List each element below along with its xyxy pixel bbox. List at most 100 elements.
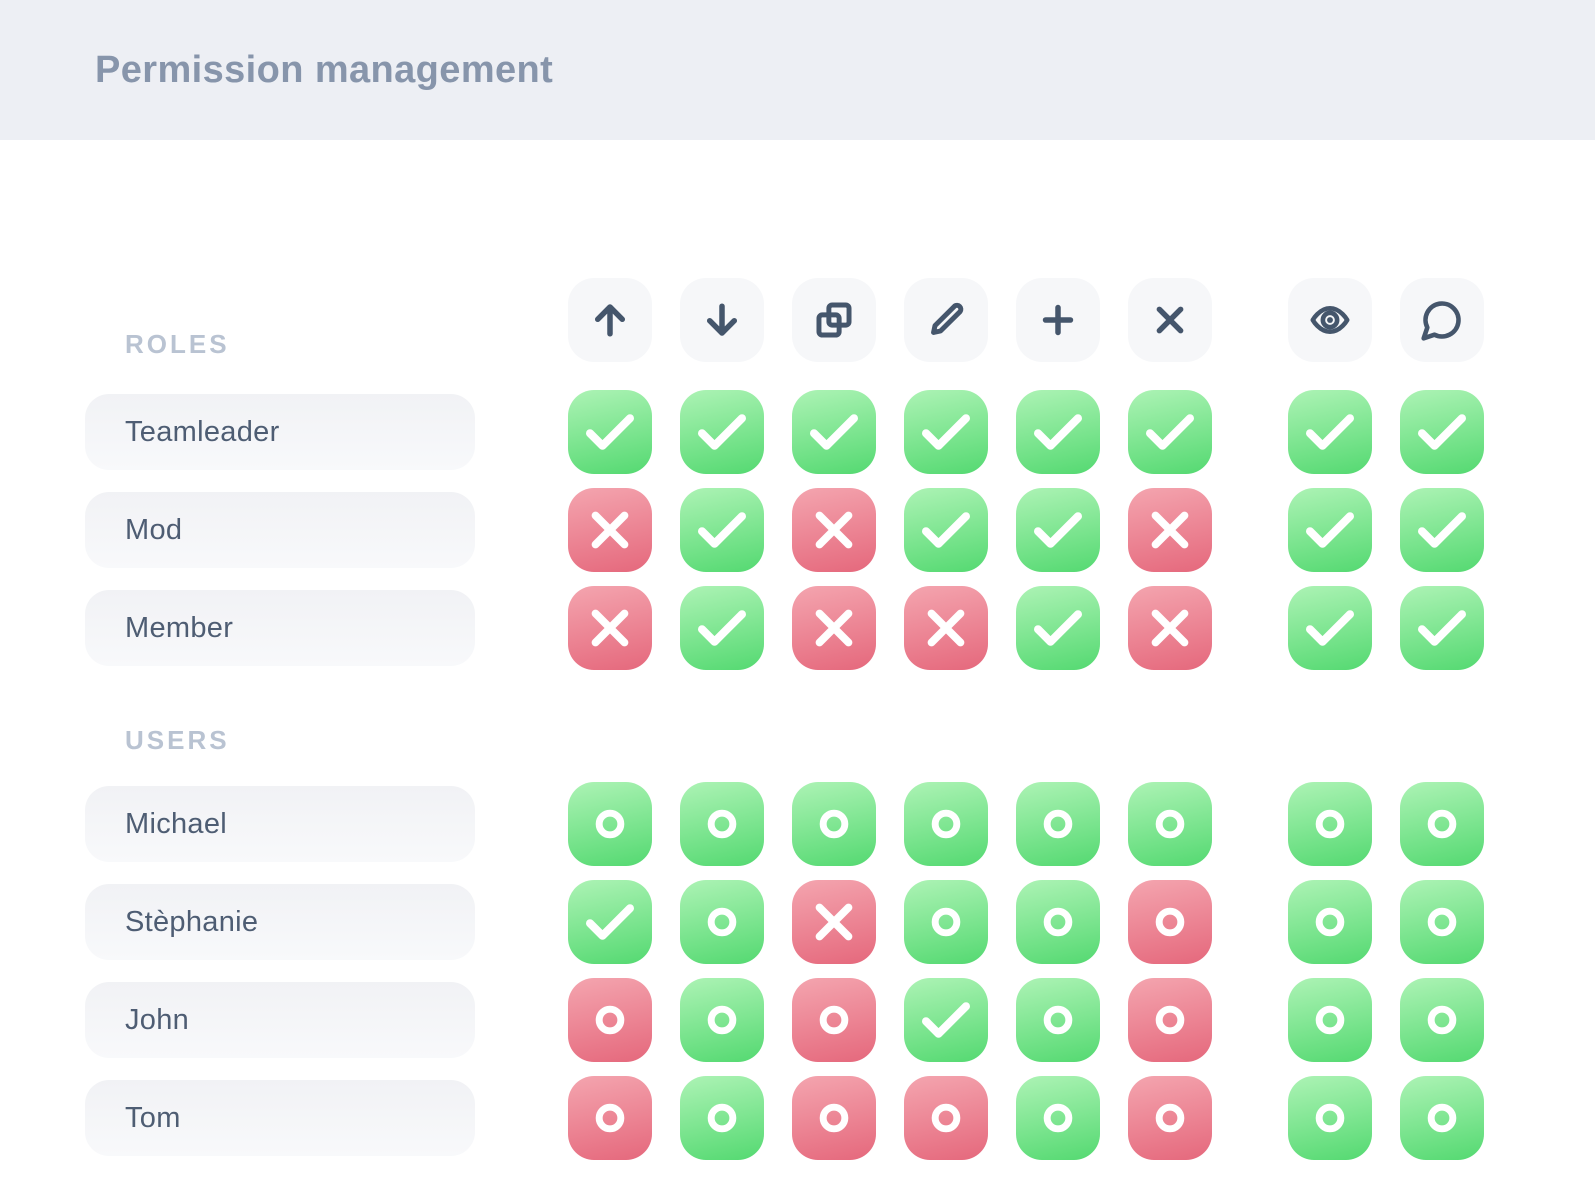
permission-cell[interactable]	[680, 880, 764, 964]
section-label-users: USERS	[125, 724, 230, 755]
permission-cell[interactable]	[1400, 880, 1484, 964]
delete-column-button[interactable]	[1128, 278, 1212, 362]
comment-column-button[interactable]	[1400, 278, 1484, 362]
permission-cell[interactable]	[568, 978, 652, 1062]
permission-cell[interactable]	[568, 586, 652, 670]
permission-cell[interactable]	[792, 390, 876, 474]
permission-cell[interactable]	[568, 390, 652, 474]
permission-cell[interactable]	[1016, 978, 1100, 1062]
circle-icon	[1416, 798, 1468, 850]
permission-cell[interactable]	[1288, 978, 1372, 1062]
permission-cell[interactable]	[568, 488, 652, 572]
duplicate-column-button[interactable]	[792, 278, 876, 362]
circle-icon	[1032, 994, 1084, 1046]
move-up-column-button[interactable]	[568, 278, 652, 362]
permission-cell[interactable]	[904, 586, 988, 670]
permission-cell[interactable]	[904, 1076, 988, 1160]
permission-cell[interactable]	[1016, 586, 1100, 670]
user-name-pill[interactable]: Stèphanie	[85, 884, 475, 960]
circle-icon	[1416, 896, 1468, 948]
permission-cell[interactable]	[1288, 1076, 1372, 1160]
add-column-button[interactable]	[1016, 278, 1100, 362]
permission-cell[interactable]	[1128, 880, 1212, 964]
permission-cell[interactable]	[680, 1076, 764, 1160]
user-name-pill[interactable]: John	[85, 982, 475, 1058]
permission-cell[interactable]	[1288, 488, 1372, 572]
permission-cell[interactable]	[1400, 390, 1484, 474]
role-name-pill[interactable]: Member	[85, 590, 475, 666]
role-name-pill[interactable]: Teamleader	[85, 394, 475, 470]
permission-cell[interactable]	[1128, 488, 1212, 572]
circle-icon	[1032, 1092, 1084, 1144]
cross-icon	[581, 501, 639, 559]
permission-cell[interactable]	[680, 782, 764, 866]
circle-icon	[1416, 994, 1468, 1046]
permission-cell[interactable]	[1128, 782, 1212, 866]
duplicate-icon	[812, 298, 856, 342]
permission-cell[interactable]	[680, 488, 764, 572]
column-group-spacer	[1240, 530, 1260, 531]
permission-cell[interactable]	[792, 782, 876, 866]
permission-cell[interactable]	[568, 880, 652, 964]
permission-cell[interactable]	[568, 1076, 652, 1160]
check-icon	[692, 598, 752, 658]
permission-cell[interactable]	[792, 880, 876, 964]
role-row: Teamleader	[85, 390, 1595, 474]
user-name-pill[interactable]: Tom	[85, 1080, 475, 1156]
permission-cell[interactable]	[904, 978, 988, 1062]
cross-icon	[805, 501, 863, 559]
permission-cell[interactable]	[792, 586, 876, 670]
permission-cell[interactable]	[1288, 390, 1372, 474]
permission-cell[interactable]	[1128, 586, 1212, 670]
permission-cell[interactable]	[1400, 586, 1484, 670]
permission-cell[interactable]	[680, 390, 764, 474]
permission-cell[interactable]	[904, 390, 988, 474]
permission-cell[interactable]	[1016, 390, 1100, 474]
circle-icon	[1416, 1092, 1468, 1144]
circle-icon	[1304, 994, 1356, 1046]
circle-icon	[920, 1092, 972, 1144]
permission-cell[interactable]	[904, 488, 988, 572]
permission-cell[interactable]	[1016, 782, 1100, 866]
page-title: Permission management	[95, 48, 554, 91]
permission-cell[interactable]	[680, 586, 764, 670]
check-icon	[1028, 598, 1088, 658]
permission-cell[interactable]	[1288, 880, 1372, 964]
permission-cell[interactable]	[792, 1076, 876, 1160]
permission-cell[interactable]	[792, 978, 876, 1062]
check-icon	[1300, 598, 1360, 658]
permission-cell[interactable]	[792, 488, 876, 572]
circle-icon	[1144, 798, 1196, 850]
view-column-button[interactable]	[1288, 278, 1372, 362]
circle-icon	[1032, 798, 1084, 850]
permission-cell[interactable]	[1016, 880, 1100, 964]
permission-cell[interactable]	[568, 782, 652, 866]
permission-cell[interactable]	[904, 880, 988, 964]
circle-icon	[920, 798, 972, 850]
permission-cell[interactable]	[1128, 390, 1212, 474]
permission-cell[interactable]	[1128, 1076, 1212, 1160]
permission-cell[interactable]	[904, 782, 988, 866]
permission-cell[interactable]	[1400, 782, 1484, 866]
permission-cell[interactable]	[680, 978, 764, 1062]
move-down-column-button[interactable]	[680, 278, 764, 362]
check-icon	[1028, 402, 1088, 462]
permission-cell[interactable]	[1400, 978, 1484, 1062]
circle-icon	[920, 896, 972, 948]
permission-cell[interactable]	[1288, 782, 1372, 866]
permission-cell[interactable]	[1016, 488, 1100, 572]
cross-icon	[917, 599, 975, 657]
edit-column-button[interactable]	[904, 278, 988, 362]
column-group-spacer	[1240, 320, 1260, 321]
permission-cell[interactable]	[1288, 586, 1372, 670]
permission-cell[interactable]	[1128, 978, 1212, 1062]
check-icon	[804, 402, 864, 462]
column-group-spacer	[1240, 628, 1260, 629]
cross-icon	[1141, 501, 1199, 559]
permission-cell[interactable]	[1016, 1076, 1100, 1160]
cross-icon	[805, 893, 863, 951]
permission-cell[interactable]	[1400, 1076, 1484, 1160]
permission-cell[interactable]	[1400, 488, 1484, 572]
user-name-pill[interactable]: Michael	[85, 786, 475, 862]
role-name-pill[interactable]: Mod	[85, 492, 475, 568]
